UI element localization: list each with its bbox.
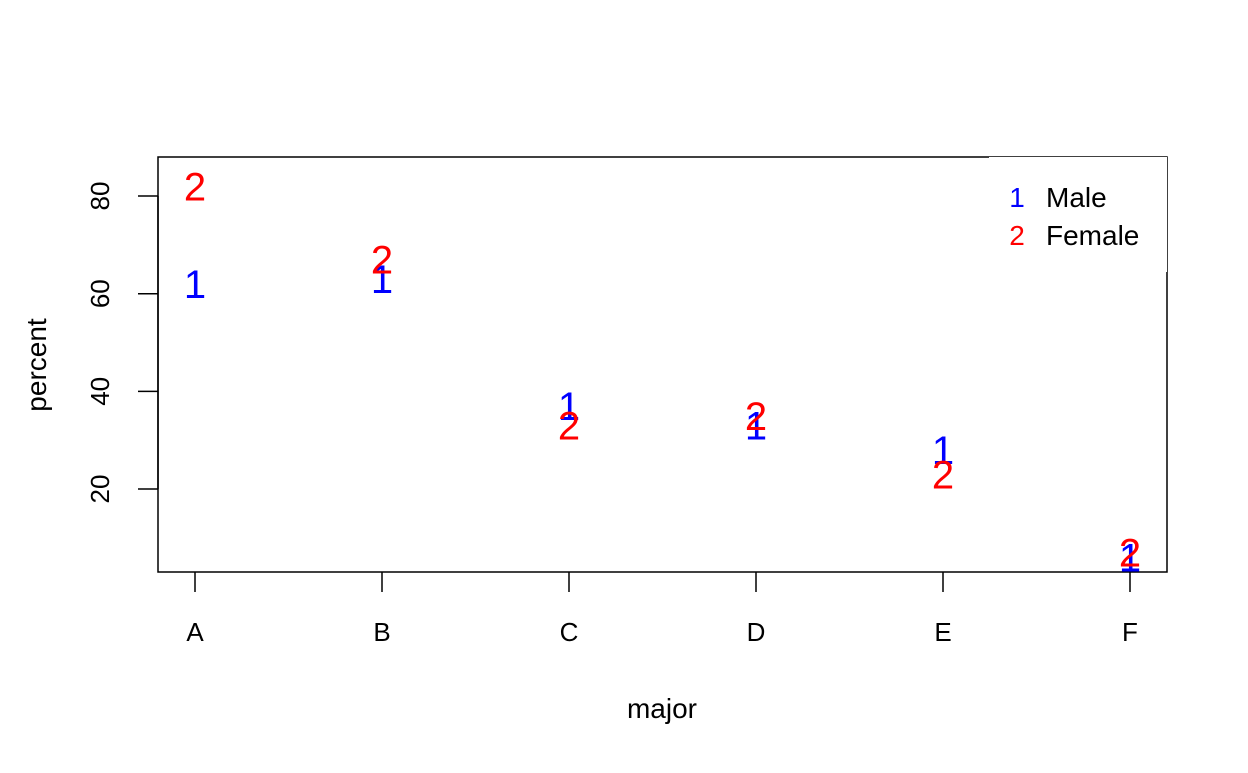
legend-symbol: 2: [1009, 220, 1025, 251]
y-tick-label: 60: [85, 279, 115, 308]
y-axis: 20 40 60 80: [85, 182, 159, 504]
x-tick-label: F: [1122, 617, 1138, 647]
male-point: 1: [371, 258, 393, 302]
female-point: 2: [745, 395, 767, 439]
y-tick-label: 20: [85, 475, 115, 504]
legend: 1 Male 2 Female: [989, 157, 1167, 272]
female-point: 2: [371, 239, 393, 283]
x-axis: A B C D E F: [186, 572, 1138, 647]
x-tick-label: D: [747, 617, 766, 647]
y-tick-label: 80: [85, 182, 115, 211]
y-axis-title: percent: [21, 318, 52, 412]
legend-symbol: 1: [1009, 182, 1025, 213]
legend-box: [989, 157, 1167, 272]
x-tick-label: B: [373, 617, 390, 647]
male-point: 1: [745, 405, 767, 449]
legend-label: Male: [1046, 182, 1107, 213]
male-point: 1: [932, 429, 954, 473]
x-axis-title: major: [627, 693, 697, 724]
male-point: 1: [558, 385, 580, 429]
female-point: 2: [184, 165, 206, 209]
female-point: 2: [932, 453, 954, 497]
male-point: 1: [184, 263, 206, 307]
male-point: 1: [1119, 536, 1141, 580]
female-point: 2: [558, 405, 580, 449]
x-tick-label: C: [560, 617, 579, 647]
x-tick-label: A: [186, 617, 204, 647]
x-tick-label: E: [934, 617, 951, 647]
legend-label: Female: [1046, 220, 1139, 251]
female-point: 2: [1119, 531, 1141, 575]
y-tick-label: 40: [85, 377, 115, 406]
